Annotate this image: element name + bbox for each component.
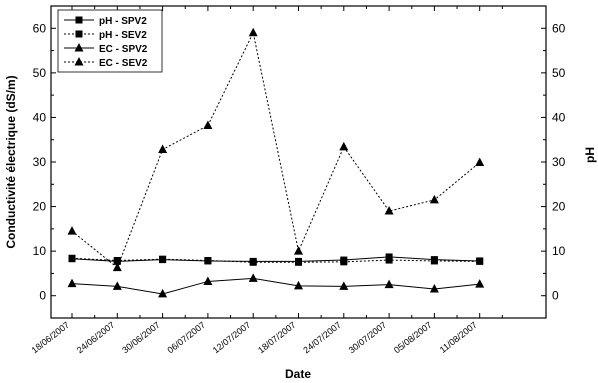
y-tick-label-left: 30 — [33, 155, 47, 169]
x-tick-label: 18/06/2007 — [30, 320, 72, 356]
y-tick-label-right: 10 — [552, 244, 566, 258]
y-tick-label-left: 50 — [33, 66, 47, 80]
y-axis-left-title: Conductivité électrique (dS/m) — [4, 75, 18, 248]
marker-triangle — [74, 43, 84, 52]
y-tick-label-left: 0 — [39, 289, 46, 303]
series-ec-sev2 — [67, 27, 485, 272]
marker-triangle — [112, 262, 122, 272]
marker-triangle — [384, 279, 394, 289]
x-tick-label: 06/07/2007 — [165, 320, 207, 356]
legend-label: EC - SPV2 — [99, 44, 148, 55]
marker-square — [159, 255, 167, 263]
marker-triangle — [429, 284, 439, 293]
x-tick-label: 11/08/2007 — [438, 320, 479, 355]
marker-square — [430, 257, 438, 265]
x-axis-labels: 18/06/2007 24/06/2007 30/06/2007 06/07/2007… — [30, 320, 479, 356]
marker-square — [385, 256, 393, 264]
marker-triangle — [203, 120, 213, 129]
y-axis-right-title: pH — [583, 147, 597, 163]
legend-label: EC - SEV2 — [99, 58, 148, 69]
y-axis-right-labels: 0 10 20 30 40 50 60 — [552, 21, 566, 302]
x-tick-label: 24/07/2007 — [301, 320, 343, 356]
marker-triangle — [248, 273, 258, 282]
x-tick-label: 05/08/2007 — [392, 320, 434, 356]
y-tick-label-right: 0 — [552, 289, 559, 303]
series-line — [71, 256, 480, 262]
marker-square — [68, 254, 76, 262]
y-tick-label-right: 60 — [552, 21, 566, 35]
series-line — [71, 257, 480, 263]
marker-square — [476, 257, 484, 265]
marker-square — [340, 258, 348, 266]
marker-triangle — [429, 194, 439, 204]
x-axis-title: Date — [285, 367, 311, 381]
marker-triangle — [158, 144, 168, 154]
series-line — [71, 277, 480, 295]
x-tick-label: 18/07/2007 — [256, 320, 298, 356]
y-tick-label-right: 30 — [552, 155, 566, 169]
marker-square — [249, 258, 257, 266]
x-tick-label: 30/06/2007 — [120, 320, 162, 356]
marker-triangle — [475, 279, 485, 288]
marker-square — [113, 257, 121, 265]
marker-triangle — [339, 281, 349, 290]
x-tick-label: 30/07/2007 — [347, 320, 389, 356]
marker-triangle — [294, 280, 303, 290]
marker-triangle — [248, 27, 258, 37]
series-group — [67, 27, 485, 298]
marker-triangle — [158, 288, 168, 298]
legend-label: pH - SPV2 — [99, 16, 147, 27]
y-tick-label-left: 20 — [33, 200, 47, 214]
marker-triangle — [384, 206, 394, 215]
axis-ticks — [51, 5, 546, 319]
y-tick-label-right: 20 — [552, 200, 566, 214]
legend: pH - SPV2 pH - SEV2 EC - SPV2 EC - SEV2 — [57, 9, 163, 73]
y-tick-label-right: 50 — [552, 66, 566, 80]
marker-triangle — [74, 57, 84, 66]
series-ph-spv2 — [68, 253, 484, 265]
marker-square — [204, 257, 212, 265]
y-tick-label-right: 40 — [552, 110, 566, 124]
marker-square — [295, 258, 302, 266]
marker-triangle — [475, 157, 485, 166]
marker-triangle — [112, 281, 122, 290]
series-line — [71, 31, 481, 269]
y-tick-label-left: 40 — [33, 110, 47, 124]
x-tick-label: 12/07/2007 — [211, 320, 253, 356]
legend-label: pH - SEV2 — [99, 30, 147, 41]
marker-triangle — [203, 276, 213, 285]
x-tick-label: 24/06/2007 — [75, 320, 117, 356]
marker-square — [75, 30, 83, 38]
y-tick-label-left: 10 — [33, 244, 47, 258]
marker-triangle — [294, 246, 303, 255]
marker-triangle — [339, 141, 349, 151]
marker-square — [75, 16, 83, 24]
y-axis-left-labels: 0 10 20 30 40 50 60 — [33, 21, 47, 302]
y-tick-label-left: 60 — [33, 21, 47, 35]
marker-triangle — [67, 278, 77, 288]
series-ph-sev2 — [68, 254, 484, 266]
marker-triangle — [67, 226, 77, 235]
series-ec-spv2 — [67, 273, 485, 298]
